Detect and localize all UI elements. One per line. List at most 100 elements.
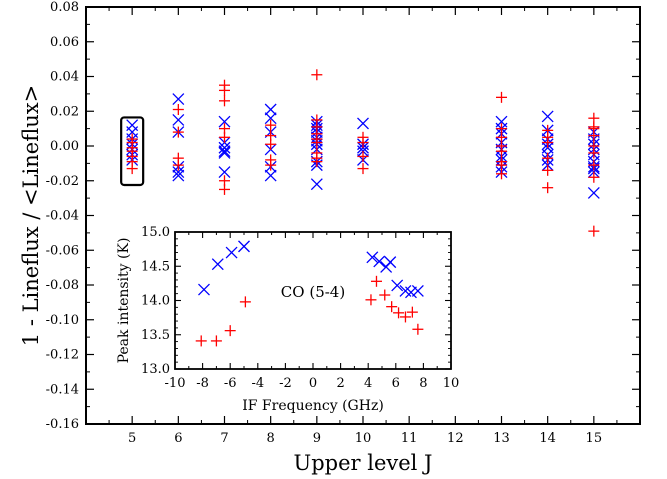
- blue-cross-point: [172, 166, 185, 179]
- main-y-tick-label: -0.14: [46, 382, 79, 397]
- inset-blue-cross-point: [238, 240, 250, 253]
- main-y-tick-label: 0.06: [50, 35, 79, 50]
- blue-cross-point-stroke: [172, 169, 185, 182]
- blue-cross-point: [172, 113, 185, 126]
- inset-blue-cross-point-stroke: [391, 279, 404, 292]
- inset-x-tick-label: -10: [165, 376, 186, 391]
- inset-y-tick-label: 13.5: [141, 328, 170, 343]
- main-y-tick-label: -0.08: [46, 278, 79, 293]
- inset-red-plus-point: [399, 311, 411, 323]
- inset-red-plus-point: [412, 323, 424, 335]
- main-y-tick-label: -0.16: [46, 417, 79, 432]
- inset-blue-cross-point-stroke: [211, 258, 224, 271]
- blue-cross-point-stroke: [218, 141, 231, 154]
- inset-red-plus-point: [239, 296, 251, 308]
- main-y-tick-label: 0.08: [50, 0, 79, 15]
- main-x-tick-label: 8: [267, 431, 275, 446]
- blue-cross-point-stroke: [541, 110, 554, 123]
- inset-annotation: CO (5-4): [281, 283, 345, 301]
- red-plus-point: [219, 131, 230, 143]
- red-plus-point: [126, 163, 138, 175]
- blue-cross-point: [218, 146, 231, 159]
- blue-cross-point: [357, 117, 369, 130]
- inset-red-plus-point: [379, 289, 391, 301]
- blue-cross-point-stroke: [218, 166, 231, 179]
- blue-cross-point: [264, 112, 277, 125]
- red-plus-point: [357, 137, 369, 149]
- main-y-axis-title: 1 - Lineflux / <Lineflux>: [19, 85, 43, 346]
- main-y-tick-label: -0.04: [46, 209, 79, 224]
- blue-cross-point-stroke: [264, 169, 277, 182]
- red-plus-point: [172, 126, 184, 138]
- blue-cross-point-stroke: [357, 117, 369, 130]
- blue-cross-point: [541, 110, 554, 123]
- blue-cross-point: [218, 115, 231, 128]
- inset-blue-cross-point-stroke: [411, 284, 424, 297]
- main-y-tick-label: -0.10: [46, 313, 79, 328]
- inset-blue-cross-point: [411, 284, 424, 297]
- inset-y-axis-title: Peak intensity (K): [116, 238, 132, 364]
- red-plus-point: [172, 159, 184, 171]
- red-plus-point: [311, 69, 323, 81]
- inset-x-tick-label: 2: [336, 376, 344, 391]
- inset-y-tick-label: 13.0: [141, 362, 170, 377]
- red-plus-point: [542, 152, 554, 164]
- blue-cross-point: [172, 169, 185, 182]
- main-y-tick-label: 0.04: [50, 70, 79, 85]
- inset-red-plus-point: [386, 301, 398, 313]
- inset-x-tick-label: -4: [251, 376, 264, 391]
- main-x-tick-label: 15: [586, 431, 603, 446]
- red-plus-point: [496, 145, 507, 157]
- main-x-tick-label: 7: [220, 431, 228, 446]
- inset-blue-cross-point: [384, 256, 397, 269]
- inset-red-plus-point: [406, 306, 418, 318]
- inset-blue-cross-point-stroke: [225, 246, 238, 259]
- inset-x-tick-label: 4: [364, 376, 372, 391]
- red-plus-point: [311, 156, 323, 168]
- inset-blue-cross-point: [211, 258, 224, 271]
- red-plus-point: [357, 163, 369, 175]
- inset-blue-cross-point: [391, 279, 404, 292]
- blue-cross-point-stroke: [310, 178, 323, 191]
- inset-red-plus-point: [365, 294, 377, 306]
- blue-cross-point-stroke: [172, 166, 185, 179]
- inset-blue-cross-point: [373, 255, 386, 268]
- blue-cross-point: [310, 178, 323, 191]
- inset-x-tick-label: 6: [392, 376, 400, 391]
- inset-y-tick-label: 14.0: [141, 294, 170, 309]
- inset-blue-cross-point-stroke: [405, 286, 417, 299]
- red-plus-point: [172, 104, 184, 116]
- inset-x-tick-label: -8: [196, 376, 209, 391]
- blue-cross-point: [172, 93, 185, 106]
- main-x-tick-label: 9: [313, 431, 321, 446]
- inset-x-tick-label: -2: [279, 376, 292, 391]
- red-plus-point: [588, 159, 600, 171]
- main-y-tick-label: -0.06: [46, 243, 79, 258]
- inset-red-plus-point: [370, 275, 382, 287]
- inset-blue-cross-point-stroke: [373, 255, 386, 268]
- red-plus-point: [219, 183, 230, 195]
- main-x-tick-label: 5: [128, 431, 136, 446]
- main-y-tick-label: 0.02: [50, 104, 79, 119]
- inset-red-plus-point: [224, 325, 236, 337]
- red-plus-point: [265, 159, 277, 171]
- red-plus-point: [588, 147, 600, 159]
- red-plus-point: [265, 138, 277, 150]
- inset-y-tick-label: 15.0: [141, 225, 170, 240]
- main-y-tick-label: 0.00: [50, 139, 79, 154]
- inset-blue-cross-point-stroke: [238, 240, 250, 253]
- red-plus-point: [588, 225, 600, 237]
- red-plus-point: [219, 95, 230, 107]
- inset-blue-cross-point-stroke: [366, 251, 379, 264]
- main-x-tick-label: 6: [174, 431, 182, 446]
- inset-blue-cross-point: [198, 283, 210, 296]
- red-plus-point: [542, 182, 554, 194]
- red-plus-point: [542, 164, 554, 176]
- inset-blue-cross-point-stroke: [399, 284, 412, 297]
- blue-cross-point-stroke: [218, 145, 231, 158]
- blue-cross-point: [264, 103, 277, 116]
- inset-x-axis-title: IF Frequency (GHz): [242, 398, 384, 414]
- main-x-tick-label: 14: [539, 431, 556, 446]
- main-y-tick-label: -0.12: [46, 348, 79, 363]
